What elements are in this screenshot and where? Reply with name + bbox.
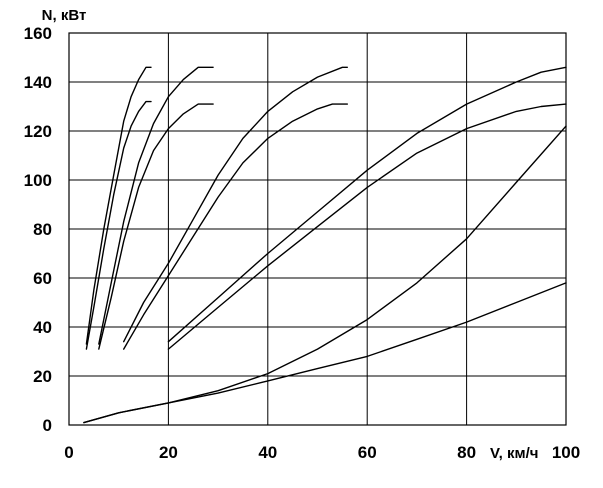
curve-1 (85, 66, 152, 345)
curve-7 (167, 66, 567, 343)
curve-2 (85, 100, 152, 350)
x-axis-label: V, км/ч (490, 445, 538, 462)
grid (68, 32, 567, 426)
y-tick-label: 40 (33, 318, 52, 337)
x-tick-label: 60 (358, 443, 377, 462)
y-tick-label: 140 (24, 73, 52, 92)
x-tick-label: 80 (457, 443, 476, 462)
curve-6 (122, 103, 348, 350)
y-tick-label: 20 (33, 367, 52, 386)
curve-10 (83, 282, 567, 424)
curve-8 (167, 103, 567, 350)
curve-5 (122, 66, 348, 343)
y-tick-label: 100 (24, 171, 52, 190)
x-tick-label: 40 (258, 443, 277, 462)
curve-4 (98, 103, 214, 350)
y-axis-label: N, кВт (42, 7, 87, 24)
curves (83, 66, 567, 424)
y-tick-label: 60 (33, 269, 52, 288)
plot-frame (68, 32, 567, 426)
x-tick-label: 20 (159, 443, 178, 462)
y-tick-label: 120 (24, 122, 52, 141)
tick-labels: 0 20 40 60 80 100 0 20 40 60 80 100 120 140 160 (24, 24, 581, 462)
y-tick-label: 160 (24, 24, 52, 43)
curve-3 (98, 66, 214, 345)
curve-9 (83, 125, 567, 424)
y-tick-label: 0 (43, 416, 52, 435)
x-tick-label: 0 (64, 443, 73, 462)
y-tick-label: 80 (33, 220, 52, 239)
x-tick-label: 100 (552, 443, 580, 462)
